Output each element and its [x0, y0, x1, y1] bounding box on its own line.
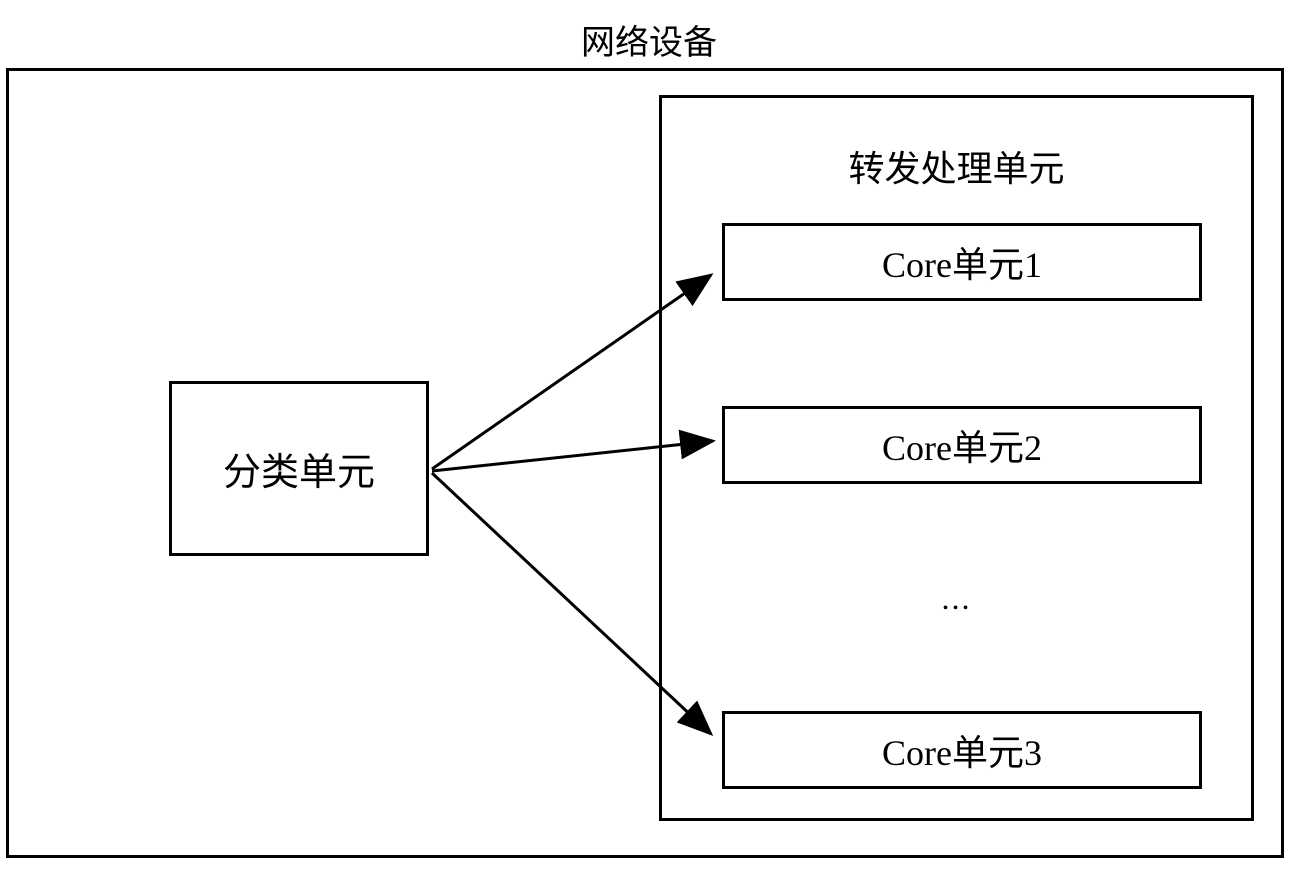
diagram-title: 网络设备: [581, 15, 717, 64]
classifier-unit: 分类单元: [169, 381, 429, 556]
forward-processing-unit: 转发处理单元 Core单元1 Core单元2 ... Core单元3: [659, 95, 1254, 821]
core-unit-2-label: Core单元2: [882, 419, 1042, 471]
core-unit-3-label: Core单元3: [882, 724, 1042, 776]
ellipsis: ...: [942, 580, 972, 617]
network-device-container: 分类单元 转发处理单元 Core单元1 Core单元2 ... Core单元3: [6, 68, 1284, 858]
classifier-label: 分类单元: [223, 441, 375, 496]
core-unit-3: Core单元3: [722, 711, 1202, 789]
core-unit-1: Core单元1: [722, 223, 1202, 301]
forward-unit-label: 转发处理单元: [848, 140, 1064, 192]
core-unit-1-label: Core单元1: [882, 236, 1042, 288]
core-unit-2: Core单元2: [722, 406, 1202, 484]
